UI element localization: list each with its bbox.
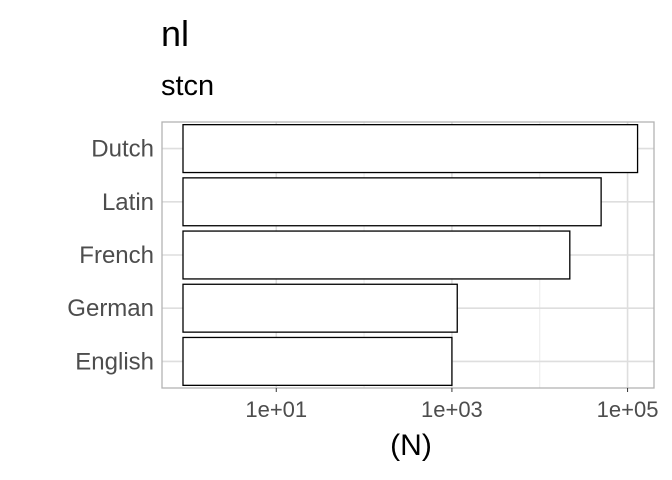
x-tick-label: 1e+03 xyxy=(421,397,483,422)
x-tick-label: 1e+01 xyxy=(245,397,307,422)
chart-title: nl xyxy=(161,13,189,54)
y-tick-label-german: German xyxy=(67,295,154,322)
panel-border xyxy=(161,121,655,389)
y-tick-label-latin: Latin xyxy=(102,189,154,216)
bar-latin xyxy=(182,177,602,227)
y-tick-label-dutch: Dutch xyxy=(91,136,154,163)
bars xyxy=(182,124,639,386)
bar-german xyxy=(182,283,458,333)
x-tick-labels: 1e+01 1e+03 1e+05 xyxy=(245,388,658,422)
bar-english xyxy=(182,336,453,386)
x-axis-label: (N) xyxy=(390,429,432,462)
bar-dutch xyxy=(182,124,639,174)
y-tick-labels: Dutch Latin French German English xyxy=(67,136,154,376)
chart-subtitle: stcn xyxy=(161,70,214,102)
bar-french xyxy=(182,230,571,280)
x-tick-label: 1e+05 xyxy=(597,397,659,422)
y-tick-label-english: English xyxy=(75,348,154,375)
y-tick-label-french: French xyxy=(79,242,154,269)
